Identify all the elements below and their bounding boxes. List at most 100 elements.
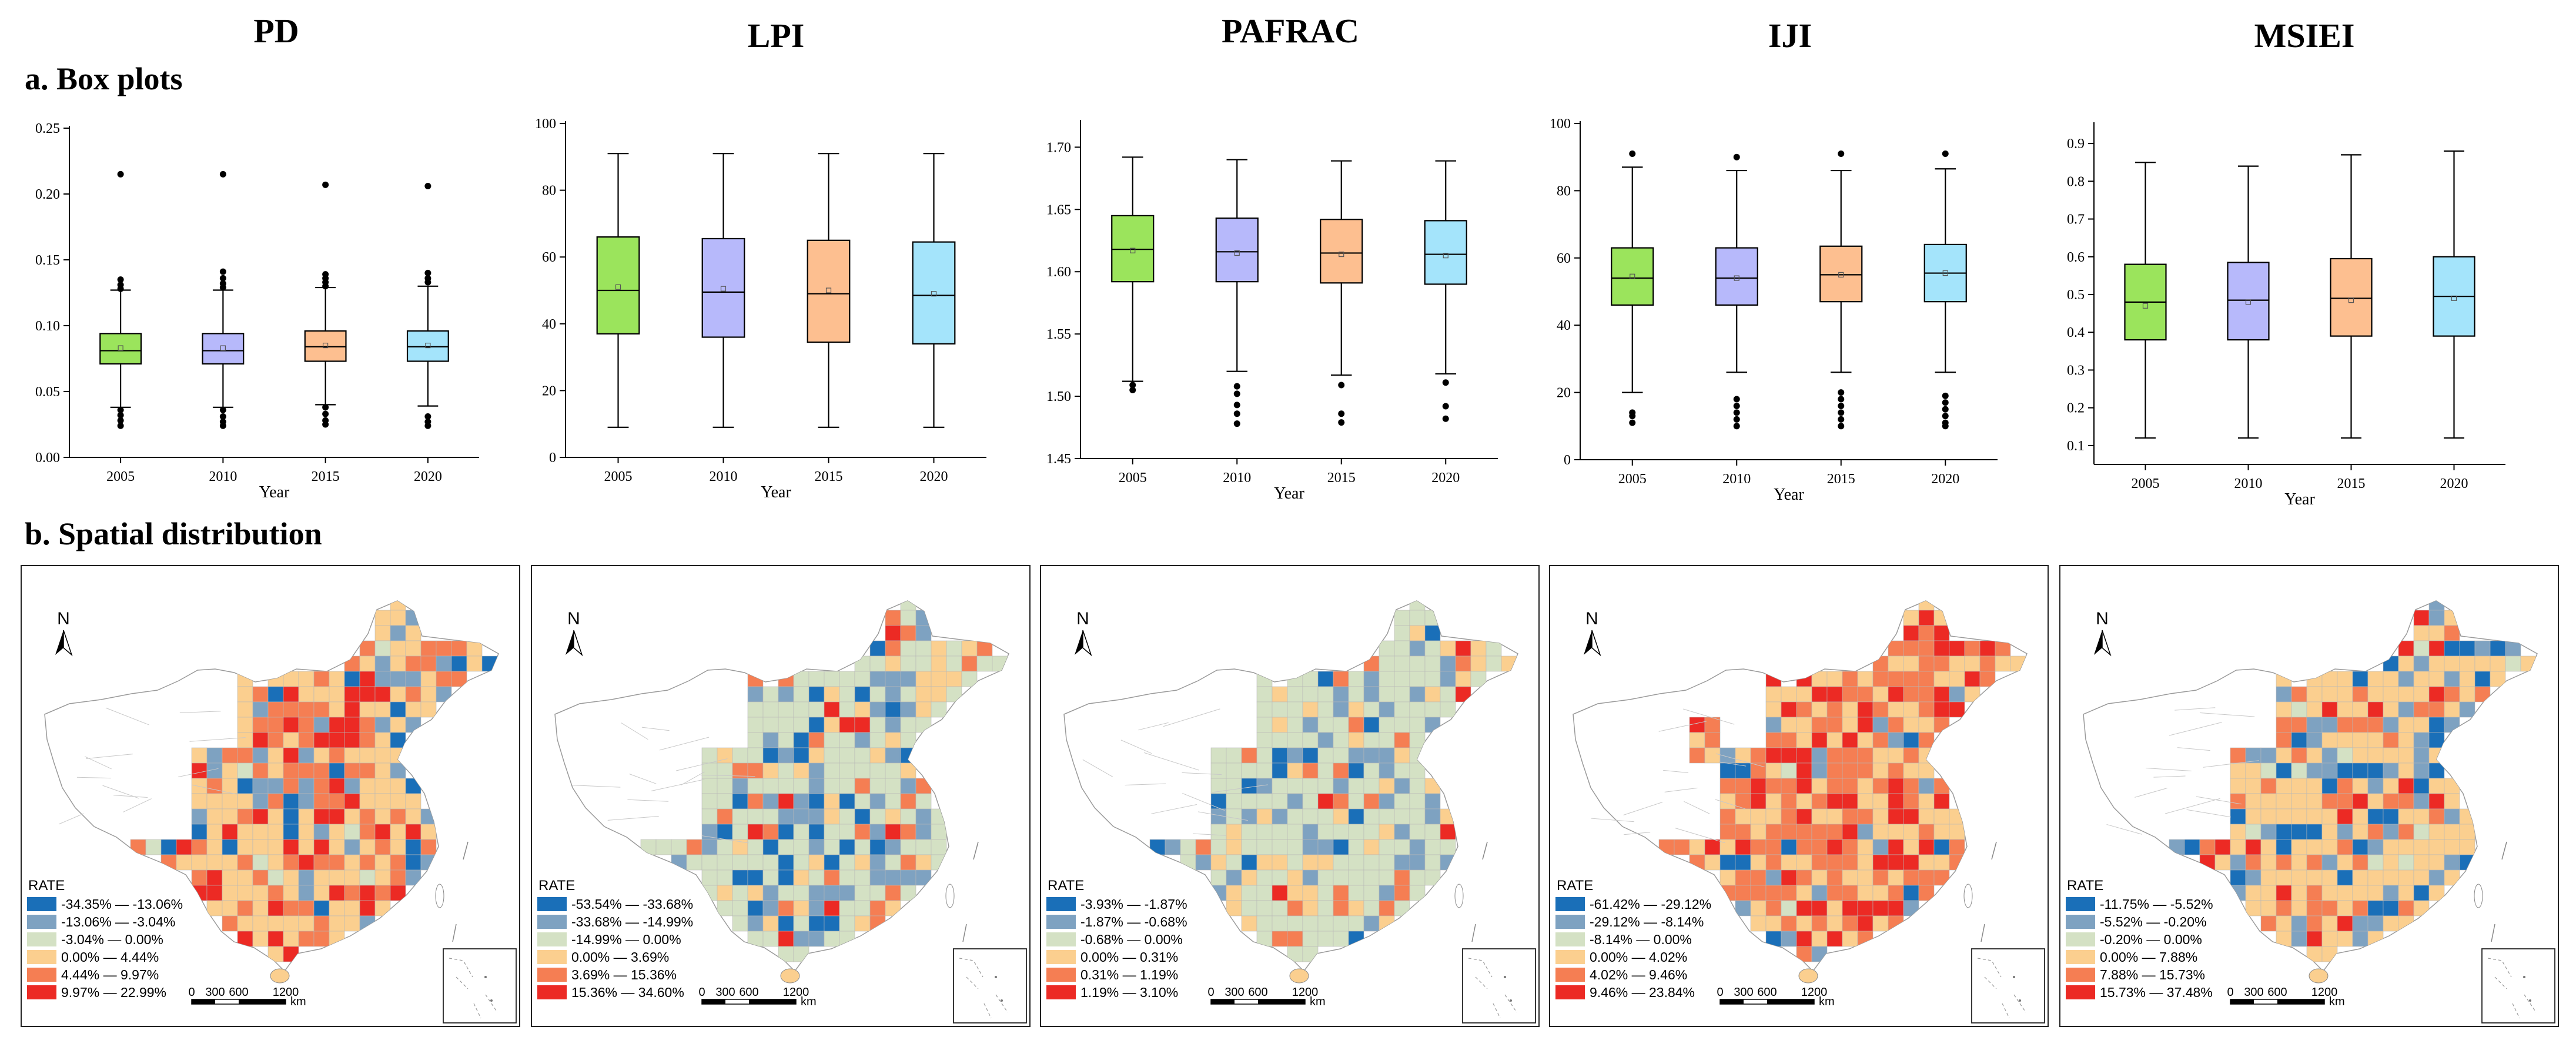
map-region-cell (1796, 824, 1812, 840)
map-region-cell (267, 931, 284, 947)
province-boundary-line (123, 798, 152, 812)
map-region-cell (1409, 824, 1426, 840)
map-region-cell (1903, 793, 1919, 809)
map-region-cell (2444, 839, 2460, 855)
map-region-cell (252, 793, 269, 809)
map-region-cell (252, 931, 269, 947)
map-region-cell (1272, 854, 1288, 871)
map-region-cell (793, 824, 809, 840)
map-region-cell (793, 885, 809, 901)
map-region-cell (1826, 900, 1843, 916)
map-region-cell (2291, 885, 2307, 901)
map-region-cell (374, 732, 391, 748)
map-region-cell (2306, 915, 2323, 932)
province-boundary-line (102, 785, 139, 799)
map-region-cell (1888, 762, 1904, 779)
map-region-cell (839, 854, 855, 871)
map-region-cell (1333, 717, 1349, 733)
map-region-cell (2398, 732, 2414, 748)
map-region-cell (2398, 885, 2414, 901)
map-region-cell (1348, 747, 1364, 764)
map-region-cell (1826, 686, 1843, 703)
map-region-cell (390, 839, 406, 855)
map-region-cell (778, 931, 794, 947)
map-region-cell (2352, 671, 2368, 687)
map-region-cell (900, 640, 916, 657)
map-region-cell (390, 824, 406, 840)
map-region-cell (2444, 655, 2460, 672)
map-region-cell (313, 732, 330, 748)
map-region-cell (2321, 747, 2338, 764)
legend-swatch (27, 915, 56, 929)
map-region-cell (283, 854, 299, 871)
map-region-cell (1765, 793, 1782, 809)
map-region-cell (2306, 839, 2323, 855)
map-region-cell (1719, 778, 1736, 794)
mean-marker (1234, 250, 1240, 256)
map-region-cell (1455, 671, 1471, 687)
map-region-cell (1826, 824, 1843, 840)
map-region-cell (808, 717, 825, 733)
outlier-point (117, 417, 124, 424)
map-region-cell (1394, 732, 1410, 748)
map-region-cell (2184, 839, 2200, 855)
map-region-cell (1409, 671, 1426, 687)
map-region-cell (1333, 854, 1349, 871)
map-region-cell (1317, 793, 1334, 809)
map-region-cell (1409, 717, 1426, 733)
map-region-cell (1811, 778, 1828, 794)
map-region-cell (1842, 717, 1858, 733)
legend-label: -0.20% — 0.00% (2100, 932, 2202, 947)
metric-title-pafrac: PAFRAC (1222, 12, 1359, 50)
map-region-cell (839, 793, 855, 809)
scale-label: 1200 (783, 986, 809, 999)
map-region-cell (1719, 793, 1736, 809)
map-region-cell (839, 885, 855, 901)
map-region-cell (1842, 839, 1858, 855)
map-region-cell (1949, 839, 1965, 855)
map-region-cell (1363, 717, 1380, 733)
map-region-cell (283, 686, 299, 703)
map-region-cell (1811, 686, 1828, 703)
map-region-cell (298, 778, 315, 794)
map-region-cell (2383, 793, 2399, 809)
map-region-cell (1842, 885, 1858, 901)
map-region-cell (1903, 885, 1919, 901)
map-region-cell (915, 839, 932, 855)
map-region-cell (1918, 671, 1935, 687)
map-region-cell (747, 885, 764, 901)
map-region-cell (1857, 686, 1874, 703)
map-region-cell (915, 701, 932, 718)
map-region-cell (344, 671, 360, 687)
map-region-cell (2352, 869, 2368, 886)
map-region-cell (1796, 900, 1812, 916)
province-boundary-line (651, 779, 705, 792)
map-region-cell (1949, 686, 1965, 703)
map-region-cell (1796, 701, 1812, 718)
mean-marker (425, 342, 431, 349)
map-region-cell (1241, 915, 1257, 932)
map-region-cell (344, 900, 360, 916)
map-region-cell (374, 778, 391, 794)
map-region-cell (344, 747, 360, 764)
map-region-cell (824, 839, 840, 855)
map-region-cell (2306, 747, 2323, 764)
map-region-cell (1674, 839, 1690, 855)
mean-marker (2348, 297, 2354, 303)
map-region-cell (222, 839, 238, 855)
scale-label: 600 (2267, 986, 2287, 999)
map-region-cell (2306, 778, 2323, 794)
outlier-point (1442, 379, 1449, 386)
island-dash (2491, 924, 2495, 942)
map-region-cell (1811, 931, 1828, 947)
map-region-cell (824, 701, 840, 718)
map-region-cell (2459, 671, 2475, 687)
legend-title: RATE (2067, 878, 2103, 894)
map-region-cell (1287, 824, 1303, 840)
map-region-cell (329, 762, 345, 779)
y-tick-label: 0.05 (35, 384, 60, 400)
map-region-cell (1888, 793, 1904, 809)
map-region-cell (359, 686, 376, 703)
map-region-cell (2230, 747, 2246, 764)
map-region-cell (1256, 885, 1273, 901)
